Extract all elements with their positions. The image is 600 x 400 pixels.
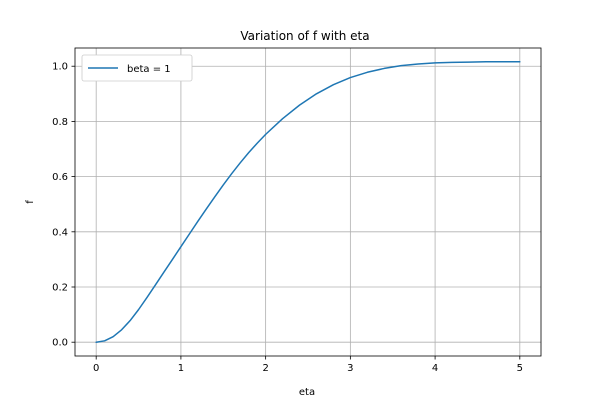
x-axis-ticks: 0 1 2 3 4 5 [93, 356, 523, 374]
legend-label: beta = 1 [127, 64, 171, 75]
y-tick-label: 0.4 [52, 227, 68, 238]
series-layer [95, 61, 521, 343]
y-tick-label: 0.6 [52, 172, 68, 183]
x-tick-label: 4 [432, 363, 438, 374]
legend: beta = 1 [81, 54, 193, 82]
x-tick-label: 5 [517, 363, 523, 374]
series-line [95, 61, 521, 343]
x-tick-label: 2 [262, 363, 268, 374]
y-tick-label: 0.8 [52, 117, 68, 128]
y-tick-label: 1.0 [52, 62, 68, 73]
legend-box [81, 54, 193, 82]
x-tick-label: 1 [178, 363, 184, 374]
x-tick-label: 3 [347, 363, 353, 374]
chart-title: Variation of f with eta [240, 29, 369, 43]
y-tick-label: 0.2 [52, 283, 68, 294]
plot-area [75, 48, 541, 356]
x-axis-label: eta [299, 387, 315, 398]
y-axis-label: f [25, 200, 36, 204]
plot-frame [74, 47, 542, 357]
y-tick-label: 0.0 [52, 338, 68, 349]
y-axis-ticks: 0.0 0.2 0.4 0.6 0.8 1.0 [52, 62, 75, 349]
x-tick-label: 0 [93, 363, 99, 374]
